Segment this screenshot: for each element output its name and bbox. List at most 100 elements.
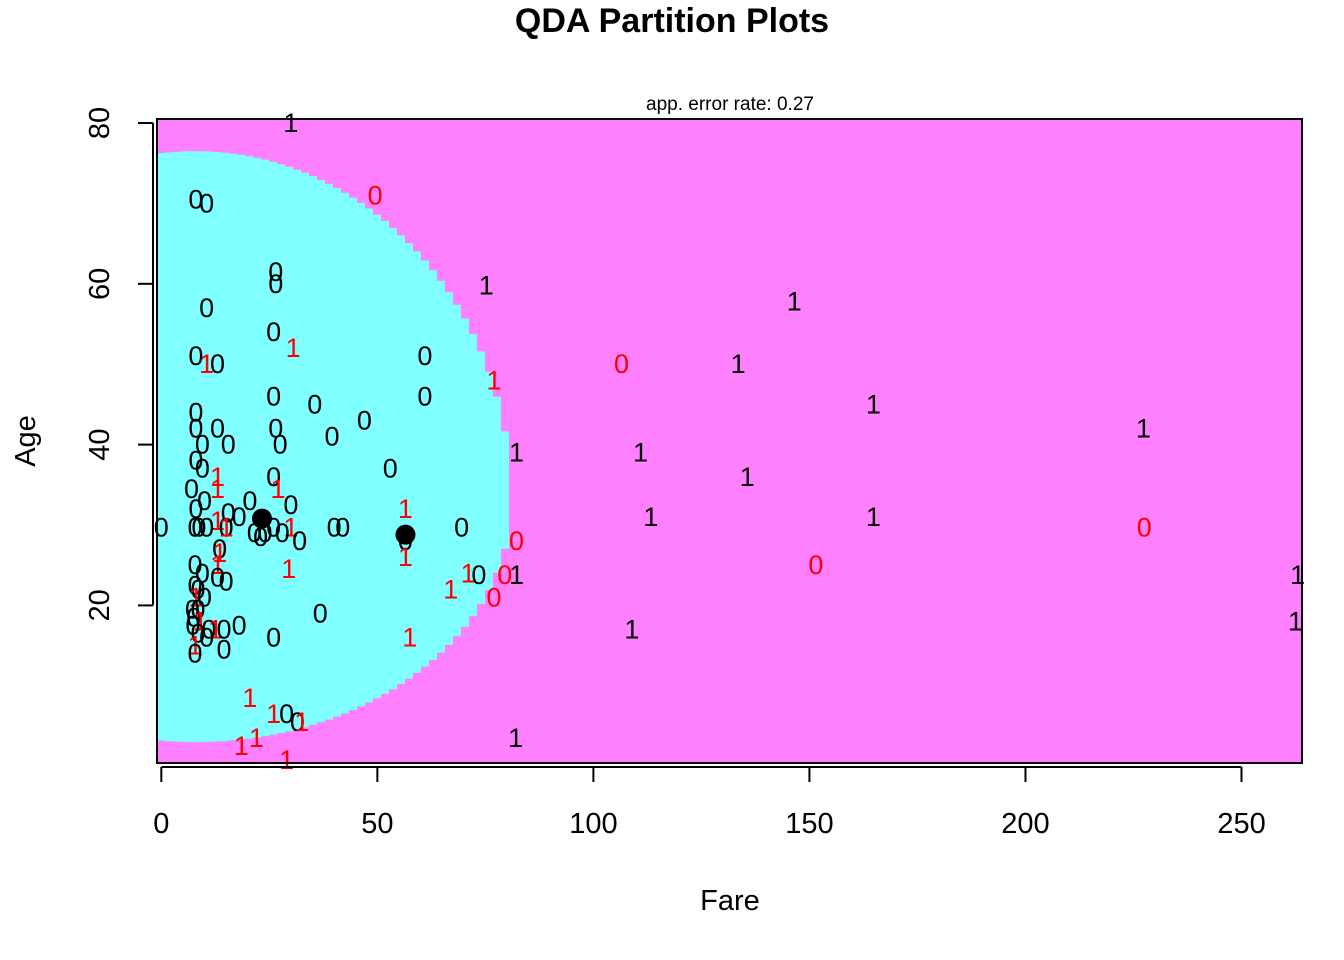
data-point: 0 (219, 512, 234, 542)
data-point: 1 (199, 349, 214, 379)
data-point: 1 (234, 731, 249, 761)
data-point: 1 (509, 560, 524, 590)
y-tick-label: 60 (84, 268, 116, 300)
data-point: 0 (273, 430, 288, 460)
data-point: 0 (232, 502, 247, 532)
data-point: 0 (283, 490, 298, 520)
data-point: 1 (219, 512, 234, 542)
data-point: 1 (487, 365, 502, 395)
data-point: 1 (210, 550, 225, 580)
data-point: 0 (216, 635, 231, 665)
data-point: 0 (191, 594, 206, 624)
data-point: 1 (270, 474, 285, 504)
data-point: 0 (1137, 512, 1152, 542)
class-mean-marker (395, 524, 416, 545)
data-point: 1 (210, 474, 225, 504)
x-tick-label: 100 (569, 808, 617, 840)
data-point: 1 (509, 438, 524, 468)
plot-frame (156, 118, 1303, 764)
data-point: 0 (454, 512, 469, 542)
data-point: 0 (216, 615, 231, 645)
data-point: 0 (232, 611, 247, 641)
data-point: 0 (509, 526, 524, 556)
data-point: 1 (242, 683, 257, 713)
data-point: 0 (199, 623, 214, 653)
data-point: 1 (286, 333, 301, 363)
data-point: 1 (210, 462, 225, 492)
data-point: 1 (461, 558, 476, 588)
data-point: 0 (188, 512, 203, 542)
data-point: 0 (212, 534, 227, 564)
data-point: 0 (197, 486, 212, 516)
data-point: 1 (624, 615, 639, 645)
x-tick-label: 200 (1001, 808, 1049, 840)
data-point: 0 (327, 512, 342, 542)
data-point: 1 (740, 462, 755, 492)
data-point: 0 (268, 257, 283, 287)
data-point: 0 (266, 623, 281, 653)
data-point: 0 (292, 526, 307, 556)
x-tick-label: 50 (361, 808, 393, 840)
data-point: 0 (487, 582, 502, 612)
data-point: 0 (185, 611, 200, 641)
data-point: 1 (787, 287, 802, 317)
chart-title: QDA Partition Plots (515, 2, 829, 40)
x-tick-label: 250 (1217, 808, 1265, 840)
data-point: 0 (188, 446, 203, 476)
data-point: 0 (307, 389, 322, 419)
data-point: 0 (266, 462, 281, 492)
y-tick-label: 40 (84, 428, 116, 460)
data-point: 1 (479, 270, 494, 300)
data-point: 0 (188, 550, 203, 580)
class-mean-marker (251, 508, 272, 529)
data-point: 0 (210, 414, 225, 444)
data-point: 0 (199, 512, 214, 542)
chart-subtitle: app. error rate: 0.27 (646, 94, 814, 115)
data-point: 0 (199, 188, 214, 218)
x-tick-label: 150 (785, 808, 833, 840)
data-point: 0 (335, 512, 350, 542)
y-tick-label: 20 (84, 589, 116, 621)
data-point: 1 (643, 502, 658, 532)
data-point: 0 (383, 454, 398, 484)
data-point: 0 (253, 522, 268, 552)
data-point: 1 (283, 108, 298, 138)
data-point: 1 (188, 631, 203, 661)
y-axis: 20 40 60 80 (84, 107, 154, 622)
data-point: 0 (357, 405, 372, 435)
data-point: 1 (633, 438, 648, 468)
data-point: 0 (188, 414, 203, 444)
region-class-0 (157, 151, 509, 743)
data-point: 0 (290, 707, 305, 737)
data-point: 1 (866, 502, 881, 532)
x-axis-label: Fare (700, 885, 760, 917)
data-point: 1 (1136, 414, 1151, 444)
data-point: 1 (212, 538, 227, 568)
data-point: 1 (398, 542, 413, 572)
data-point: 0 (201, 615, 216, 645)
data-point: 0 (266, 381, 281, 411)
data-point: 1 (402, 623, 417, 653)
data-point: 1 (188, 582, 203, 612)
data-point: 0 (219, 566, 234, 596)
data-point: 0 (266, 317, 281, 347)
class-means-layer (251, 508, 416, 545)
data-point: 1 (398, 494, 413, 524)
data-point: 0 (188, 341, 203, 371)
data-point: 0 (185, 594, 200, 624)
data-point: 0 (195, 430, 210, 460)
data-point: 0 (221, 430, 236, 460)
data-point: 1 (508, 723, 523, 753)
data-point: 0 (268, 269, 283, 299)
data-point: 1 (731, 349, 746, 379)
data-point: 0 (210, 349, 225, 379)
data-point: 0 (195, 454, 210, 484)
data-point: 1 (279, 745, 294, 775)
data-point: 0 (188, 639, 203, 669)
data-point: 0 (188, 184, 203, 214)
data-point: 0 (186, 602, 201, 632)
data-point: 1 (866, 389, 881, 419)
